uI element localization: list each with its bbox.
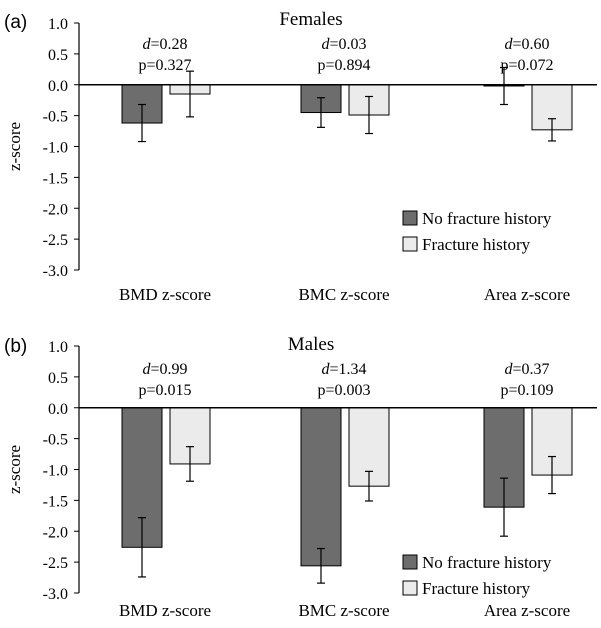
y-tick-label: 0.0 <box>48 78 68 95</box>
y-tick-label: -1.0 <box>43 140 68 157</box>
y-tick-label: -2.0 <box>43 524 68 541</box>
panel-label: (a) <box>4 12 27 33</box>
chart-panel-females: (a) Females z-score 1.0 0.5 0.0 -0.5 -1.0 -1.5 -2… <box>4 9 597 304</box>
effect-size-symbol: d <box>321 36 330 53</box>
legend-swatch-fracture <box>402 580 418 596</box>
legend: No fracture history Fracture history <box>402 209 552 254</box>
y-tick-label: 1.0 <box>48 339 68 356</box>
effect-size-value: =0.60 <box>512 36 549 53</box>
effect-size-label: d=1.34 <box>321 361 366 378</box>
effect-size-symbol: d <box>504 36 513 53</box>
x-category-label: Area z-score <box>484 601 570 620</box>
y-tick-label: -2.5 <box>43 555 68 572</box>
chart-title: Males <box>288 334 334 355</box>
x-category-label: BMC z-score <box>298 285 389 304</box>
panel-label: (b) <box>4 336 27 357</box>
effect-size-label: d=0.03 <box>321 36 366 53</box>
bar-no-fracture-1 <box>300 407 342 567</box>
y-tick-label: -2.5 <box>43 232 68 249</box>
effect-size-symbol: d <box>142 361 151 378</box>
effect-size-value: =1.34 <box>329 361 366 378</box>
effect-size-label: d=0.28 <box>142 36 187 53</box>
y-tick-label: 0.0 <box>48 401 68 418</box>
x-category-label: BMC z-score <box>298 601 389 620</box>
effect-size-label: d=0.37 <box>504 361 549 378</box>
p-value-label: p=0.327 <box>138 57 191 74</box>
effect-size-symbol: d <box>504 361 513 378</box>
p-value-label: p=0.894 <box>317 57 370 74</box>
legend-swatch-no-fracture <box>402 554 418 570</box>
p-value-label: p=0.003 <box>317 382 370 399</box>
y-tick-label: 1.0 <box>48 16 68 33</box>
y-tick-label: -3.0 <box>43 263 68 280</box>
y-tick-label: -0.5 <box>43 109 68 126</box>
effect-size-symbol: d <box>321 361 330 378</box>
y-tick-label: 0.5 <box>48 47 68 64</box>
legend: No fracture history Fracture history <box>402 553 552 598</box>
y-tick-label: -1.5 <box>43 493 68 510</box>
legend-label: No fracture history <box>422 553 552 572</box>
effect-size-value: =0.28 <box>150 36 187 53</box>
y-tick-label: -1.0 <box>43 463 68 480</box>
y-tick-label: -3.0 <box>43 586 68 603</box>
legend-label: No fracture history <box>422 209 552 228</box>
effect-size-value: =0.99 <box>150 361 187 378</box>
x-category-label: BMD z-score <box>119 601 211 620</box>
p-value-label: p=0.015 <box>138 382 191 399</box>
effect-size-label: d=0.60 <box>504 36 549 53</box>
effect-size-value: =0.37 <box>512 361 549 378</box>
p-value-label: p=0.109 <box>500 382 553 399</box>
y-axis-label: z-score <box>5 445 24 494</box>
chart-panel-males: (b) Males z-score 1.0 0.5 0.0 -0.5 -1.0 -1.5 -2.0… <box>4 334 597 620</box>
x-category-label: Area z-score <box>484 285 570 304</box>
y-axis-label: z-score <box>5 122 24 171</box>
effect-size-symbol: d <box>142 36 151 53</box>
chart-title: Females <box>279 9 342 30</box>
legend-swatch-fracture <box>402 236 418 252</box>
effect-size-label: d=0.99 <box>142 361 187 378</box>
y-tick-label: -2.0 <box>43 201 68 218</box>
legend-label: Fracture history <box>422 235 531 254</box>
y-tick-label: 0.5 <box>48 370 68 387</box>
effect-size-value: =0.03 <box>329 36 366 53</box>
x-category-label: BMD z-score <box>119 285 211 304</box>
y-tick-label: -1.5 <box>43 170 68 187</box>
legend-swatch-no-fracture <box>402 210 418 226</box>
legend-label: Fracture history <box>422 579 531 598</box>
y-tick-label: -0.5 <box>43 432 68 449</box>
p-value-label: p=0.072 <box>500 57 553 74</box>
